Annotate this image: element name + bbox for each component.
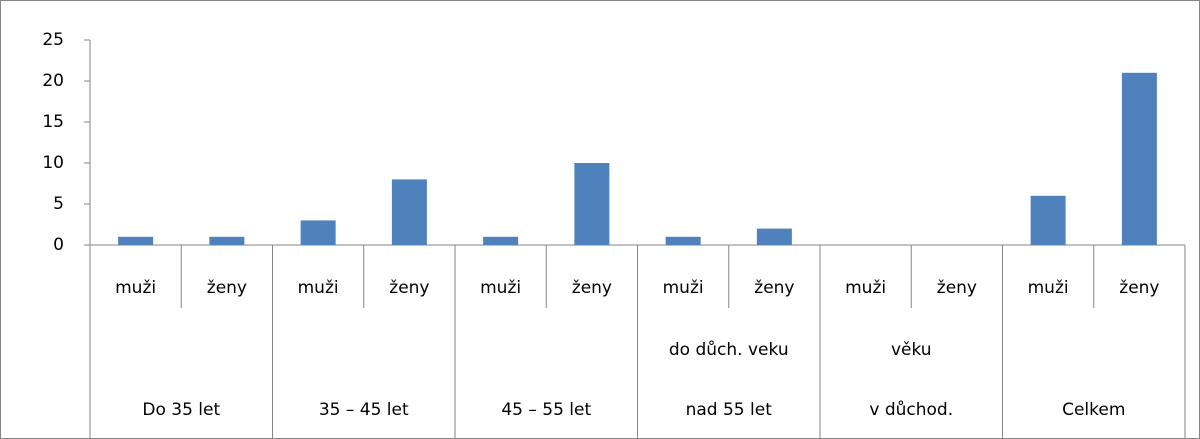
x-tick-label: ženy	[937, 278, 977, 298]
x-tick-label: ženy	[389, 278, 429, 298]
x-tick-label: ženy	[1119, 278, 1159, 298]
y-tick-label: 5	[53, 194, 64, 214]
bar	[118, 236, 154, 245]
x-tick-label: muži	[1028, 278, 1069, 298]
x-tick-label: ženy	[207, 278, 247, 298]
x-tick-label: muži	[480, 278, 521, 298]
bar	[665, 236, 701, 245]
x-tick-label: muži	[845, 278, 886, 298]
group-label: Do 35 let	[142, 400, 220, 420]
group-label: 45 – 55 let	[501, 400, 591, 420]
bar	[756, 228, 792, 245]
x-tick-label: muži	[115, 278, 156, 298]
y-tick-label: 20	[42, 71, 64, 91]
x-tick-label: muži	[298, 278, 339, 298]
y-tick-label: 10	[42, 153, 64, 173]
group-label: 35 – 45 let	[319, 400, 409, 420]
x-tick-label: ženy	[572, 278, 612, 298]
bar	[300, 220, 336, 245]
group-label: v důchod.	[869, 400, 953, 420]
y-tick-label: 25	[42, 30, 64, 50]
y-tick-label: 15	[42, 112, 64, 132]
group-label: do důch. veku	[669, 340, 789, 360]
bar	[209, 236, 245, 245]
group-label: věku	[891, 340, 932, 360]
group-label: nad 55 let	[686, 400, 773, 420]
x-tick-label: muži	[663, 278, 704, 298]
bar	[391, 179, 427, 245]
bar	[483, 236, 519, 245]
bar	[1121, 72, 1157, 245]
group-label: Celkem	[1062, 400, 1125, 420]
x-tick-label: ženy	[754, 278, 794, 298]
bar	[1030, 195, 1066, 245]
bar	[574, 163, 610, 245]
y-tick-label: 0	[53, 235, 64, 255]
